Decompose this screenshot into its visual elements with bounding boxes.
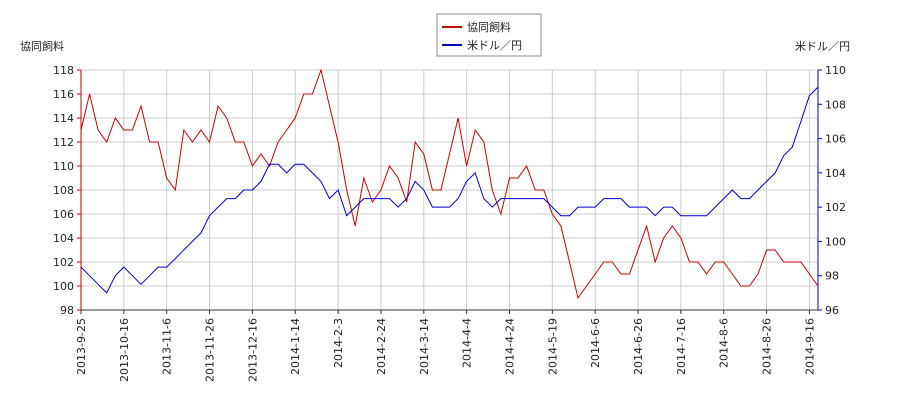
y-tick-label: 118 (53, 64, 74, 77)
y-tick-label: 116 (53, 88, 74, 101)
x-tick-label: 2014-4-4 (461, 318, 474, 368)
x-tick-label: 2013-10-16 (118, 318, 131, 382)
x-tick-label: 2014-5-19 (546, 318, 559, 375)
y-tick-label: 102 (53, 256, 74, 269)
y-tick-label: 98 (60, 304, 74, 317)
x-tick-label: 2014-6-6 (589, 318, 602, 368)
x-tick-label: 2014-2-24 (375, 318, 388, 375)
line-series (80, 68, 819, 300)
y-tick-label: 114 (53, 112, 74, 125)
y-tick-label: 104 (53, 232, 74, 245)
x-tick-label: 2014-3-14 (418, 318, 431, 375)
x-tick-label: 2013-12-16 (246, 318, 259, 382)
y-tick-label: 108 (53, 184, 74, 197)
x-tick-label: 2013-9-25 (75, 318, 88, 375)
y2-tick-label: 104 (825, 167, 846, 180)
legend-label: 協同飼料 (467, 20, 511, 34)
x-tick-label: 2014-9-16 (803, 318, 816, 375)
y-tick-label: 112 (53, 136, 74, 149)
y-tick-label: 110 (53, 160, 74, 173)
x-tick-label: 2014-7-16 (675, 318, 688, 375)
y-tick-label: 100 (53, 280, 74, 293)
y2-axis-title: 米ドル／円 (795, 40, 850, 53)
y2-tick-label: 98 (825, 270, 839, 283)
y2-tick-label: 110 (825, 64, 846, 77)
x-tick-label: 2014-4-24 (503, 318, 516, 375)
y-axis-title: 協同飼料 (20, 39, 64, 53)
x-tick-label: 2014-8-26 (761, 318, 774, 375)
line-series (80, 86, 819, 294)
x-tick-label: 2014-2-3 (332, 318, 345, 368)
y2-tick-label: 106 (825, 133, 846, 146)
legend-box (436, 13, 542, 57)
legend-label: 米ドル／円 (467, 39, 522, 52)
y2-tick-label: 108 (825, 98, 846, 111)
x-tick-label: 2013-11-6 (161, 318, 174, 375)
y2-tick-label: 96 (825, 304, 839, 317)
y2-tick-label: 102 (825, 201, 846, 214)
x-tick-label: 2014-1-14 (289, 318, 302, 375)
x-tick-label: 2014-6-26 (632, 318, 645, 375)
y-tick-label: 106 (53, 208, 74, 221)
x-tick-label: 2014-8-6 (718, 318, 731, 368)
y2-tick-label: 100 (825, 235, 846, 248)
x-tick-label: 2013-11-26 (204, 318, 217, 382)
